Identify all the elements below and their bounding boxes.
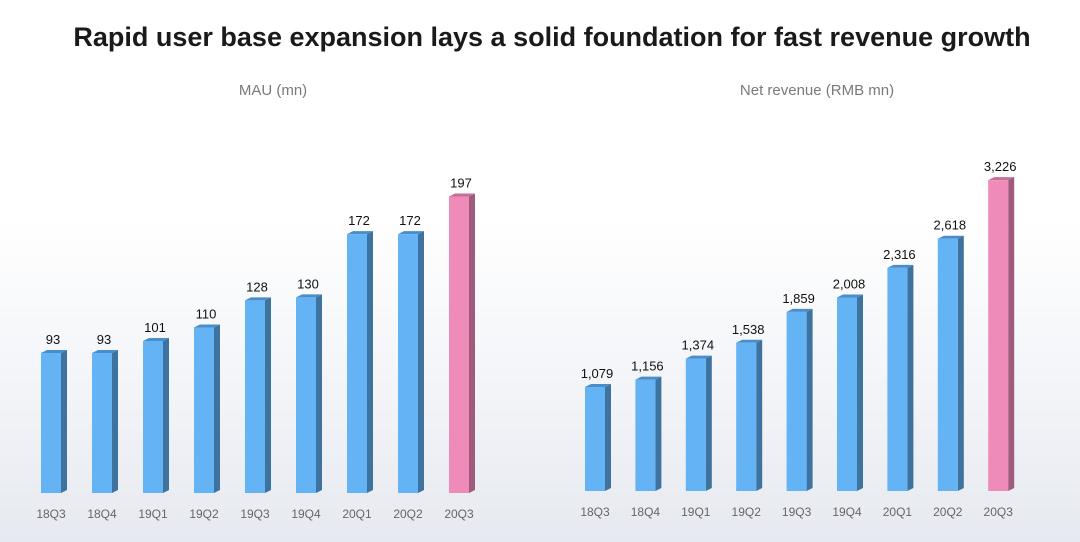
bar-side bbox=[756, 339, 763, 491]
bar-top bbox=[194, 324, 220, 328]
bar-top bbox=[988, 177, 1015, 181]
data-label: 128 bbox=[246, 279, 268, 294]
bar bbox=[887, 267, 908, 491]
bar-side bbox=[214, 324, 220, 493]
bar-top bbox=[736, 339, 763, 343]
category-label: 20Q2 bbox=[933, 505, 963, 519]
bar-side bbox=[112, 350, 118, 493]
bar-side bbox=[907, 264, 914, 491]
category-label: 19Q1 bbox=[138, 507, 168, 521]
bar bbox=[449, 196, 469, 493]
bar bbox=[194, 327, 214, 493]
bar bbox=[937, 238, 958, 491]
bar-side bbox=[605, 384, 611, 491]
data-label: 1,859 bbox=[782, 291, 815, 306]
bar bbox=[143, 340, 163, 493]
chart-title: MAU (mn) bbox=[239, 82, 307, 99]
category-label: 18Q4 bbox=[87, 507, 117, 521]
bar-side bbox=[857, 294, 863, 491]
category-label: 20Q1 bbox=[342, 507, 372, 521]
bar-top bbox=[635, 376, 662, 380]
bar-top bbox=[92, 350, 118, 354]
bar-side bbox=[61, 350, 67, 493]
category-label: 19Q3 bbox=[240, 507, 270, 521]
bar-side bbox=[367, 231, 373, 493]
data-label: 1,374 bbox=[682, 338, 715, 353]
category-label: 20Q1 bbox=[883, 505, 913, 519]
data-label: 1,538 bbox=[732, 322, 765, 337]
bar-top bbox=[41, 350, 67, 354]
category-label: 18Q3 bbox=[580, 505, 610, 519]
category-label: 19Q2 bbox=[189, 507, 219, 521]
bar-top bbox=[296, 294, 322, 298]
bar bbox=[92, 353, 112, 493]
category-label: 20Q3 bbox=[984, 505, 1014, 519]
bar-top bbox=[347, 231, 373, 235]
bar-side bbox=[806, 308, 813, 491]
bar bbox=[347, 234, 367, 493]
bar bbox=[245, 300, 265, 493]
category-label: 19Q4 bbox=[291, 507, 321, 521]
bar-top bbox=[449, 193, 475, 197]
slide-title: Rapid user base expansion lays a solid f… bbox=[73, 22, 1031, 52]
bar bbox=[837, 297, 857, 491]
category-label: 18Q4 bbox=[631, 505, 661, 519]
bar bbox=[786, 311, 807, 491]
bar-side bbox=[418, 231, 424, 493]
bar-top bbox=[837, 294, 863, 298]
data-label: 2,008 bbox=[833, 277, 866, 292]
bar-side bbox=[705, 355, 712, 491]
bar-top bbox=[585, 384, 611, 388]
bar-side bbox=[316, 294, 322, 493]
chart-title: Net revenue (RMB mn) bbox=[740, 82, 894, 99]
bar bbox=[736, 342, 757, 491]
bar bbox=[296, 297, 316, 493]
category-label: 18Q3 bbox=[36, 507, 66, 521]
bar-top bbox=[887, 264, 914, 268]
bar-side bbox=[469, 193, 475, 493]
category-label: 19Q3 bbox=[782, 505, 812, 519]
data-label: 172 bbox=[399, 213, 421, 228]
bar-top bbox=[786, 308, 813, 312]
bar bbox=[685, 358, 706, 491]
bar bbox=[635, 379, 656, 491]
bar-side bbox=[1008, 177, 1015, 491]
data-label: 197 bbox=[450, 176, 472, 191]
bar-side bbox=[655, 376, 662, 491]
data-label: 93 bbox=[46, 332, 60, 347]
data-label: 2,618 bbox=[934, 218, 967, 233]
bar bbox=[398, 234, 418, 493]
data-label: 101 bbox=[144, 320, 166, 335]
data-label: 2,316 bbox=[883, 247, 916, 262]
category-label: 19Q2 bbox=[732, 505, 762, 519]
bar-top bbox=[685, 355, 712, 359]
bar-top bbox=[398, 231, 424, 235]
category-label: 19Q1 bbox=[681, 505, 711, 519]
bar bbox=[585, 387, 605, 491]
category-label: 20Q3 bbox=[444, 507, 474, 521]
category-label: 19Q4 bbox=[832, 505, 862, 519]
data-label: 3,226 bbox=[984, 159, 1017, 174]
bar-side bbox=[957, 235, 964, 491]
data-label: 1,079 bbox=[581, 366, 614, 381]
data-label: 130 bbox=[297, 276, 319, 291]
category-label: 20Q2 bbox=[393, 507, 423, 521]
data-label: 172 bbox=[348, 213, 370, 228]
bar bbox=[41, 353, 61, 493]
data-label: 110 bbox=[196, 306, 217, 321]
data-label: 93 bbox=[97, 332, 111, 347]
bar bbox=[988, 180, 1009, 491]
bar-top bbox=[143, 337, 169, 341]
data-label: 1,156 bbox=[631, 359, 664, 374]
bar-side bbox=[265, 297, 271, 493]
bar-side bbox=[163, 337, 169, 493]
bar-top bbox=[245, 297, 271, 301]
bar-top bbox=[937, 235, 964, 239]
